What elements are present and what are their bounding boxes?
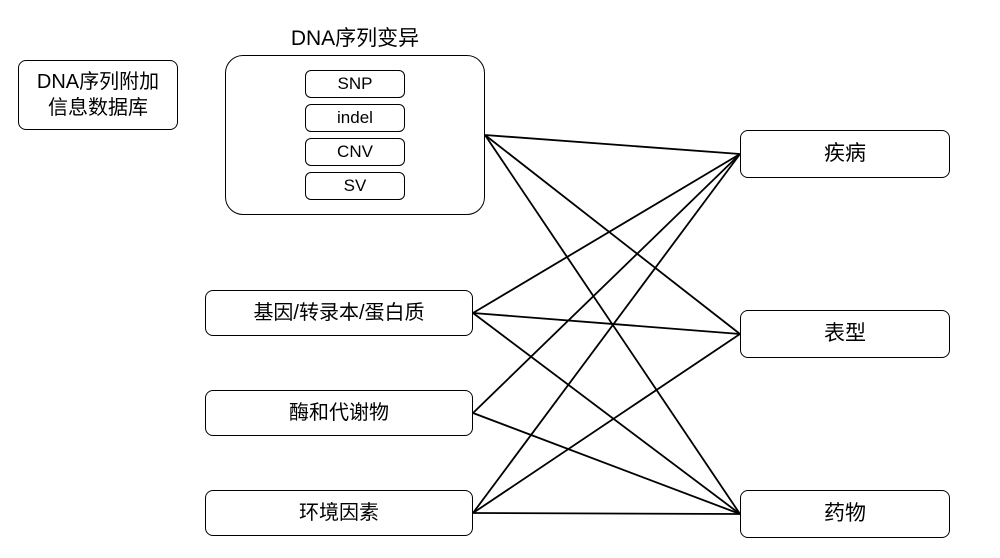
- edge-enzyme-disease: [473, 154, 740, 413]
- edge-env-drug: [473, 513, 740, 514]
- variation-cnv: CNV: [305, 138, 405, 166]
- variation-snp: SNP: [305, 70, 405, 98]
- edge-gene-drug: [473, 313, 740, 514]
- edge-variation_group-pheno: [485, 135, 740, 334]
- node-gene: 基因/转录本/蛋白质: [205, 290, 473, 336]
- db-line1: DNA序列附加: [37, 69, 159, 95]
- node-drug: 药物: [740, 490, 950, 538]
- edge-env-pheno: [473, 334, 740, 513]
- variation-indel: indel: [305, 104, 405, 132]
- node-env: 环境因素: [205, 490, 473, 536]
- db-line2: 信息数据库: [48, 95, 148, 121]
- node-pheno: 表型: [740, 310, 950, 358]
- edge-variation_group-disease: [485, 135, 740, 154]
- node-variation-group: SNP indel CNV SV: [225, 55, 485, 215]
- node-db: DNA序列附加 信息数据库: [18, 60, 178, 130]
- edge-env-disease: [473, 154, 740, 513]
- node-enzyme: 酶和代谢物: [205, 390, 473, 436]
- variation-sv: SV: [305, 172, 405, 200]
- variation-title: DNA序列变异: [225, 22, 485, 52]
- diagram-canvas: DNA序列变异 DNA序列附加 信息数据库 SNP indel CNV SV 基…: [0, 0, 1000, 558]
- node-disease: 疾病: [740, 130, 950, 178]
- edge-enzyme-drug: [473, 413, 740, 514]
